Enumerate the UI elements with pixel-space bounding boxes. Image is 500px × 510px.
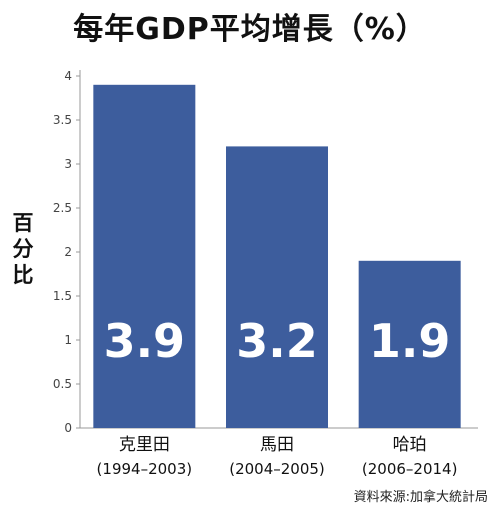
y-tick-label: 0.5 (53, 377, 72, 391)
y-tick-label: 3 (64, 157, 72, 171)
x-tick-label-name: 克里田 (119, 435, 170, 455)
source-note: 資料來源:加拿大統計局 (353, 490, 488, 505)
bar-value-label: 3.9 (104, 314, 186, 368)
y-tick-label: 1.5 (53, 289, 72, 303)
y-tick-label: 2 (64, 245, 72, 259)
bar-1 (93, 84, 196, 429)
y-tick-label: 2.5 (53, 201, 72, 215)
y-tick-label: 4 (64, 69, 72, 83)
y-tick-label: 3.5 (53, 113, 72, 127)
x-tick-label-period: (1994–2003) (97, 460, 193, 478)
y-tick-label: 1 (64, 333, 72, 347)
bar-value-label: 1.9 (369, 314, 451, 368)
x-tick-label-period: (2006–2014) (362, 460, 458, 478)
x-tick-label-period: (2004–2005) (229, 460, 325, 478)
bar-value-label: 3.2 (236, 314, 318, 368)
bars (93, 84, 461, 429)
y-axis-label: 百分比 (12, 211, 34, 287)
chart-title: 每年GDP平均增長（%） (73, 12, 427, 47)
x-tick-label-name: 哈珀 (393, 435, 427, 455)
bar-3 (358, 260, 461, 428)
x-tick-labels: 克里田 (1994–2003) 馬田 (2004–2005) 哈珀 (2006–2014) (97, 435, 458, 478)
bar-2 (226, 146, 328, 428)
value-labels: 3.9 3.2 1.9 (104, 314, 451, 368)
y-tick-label: 0 (64, 421, 72, 435)
x-tick-label-name: 馬田 (260, 435, 294, 455)
y-ticks: 0 0.5 1 1.5 2 2.5 3 3.5 4 (53, 69, 80, 435)
